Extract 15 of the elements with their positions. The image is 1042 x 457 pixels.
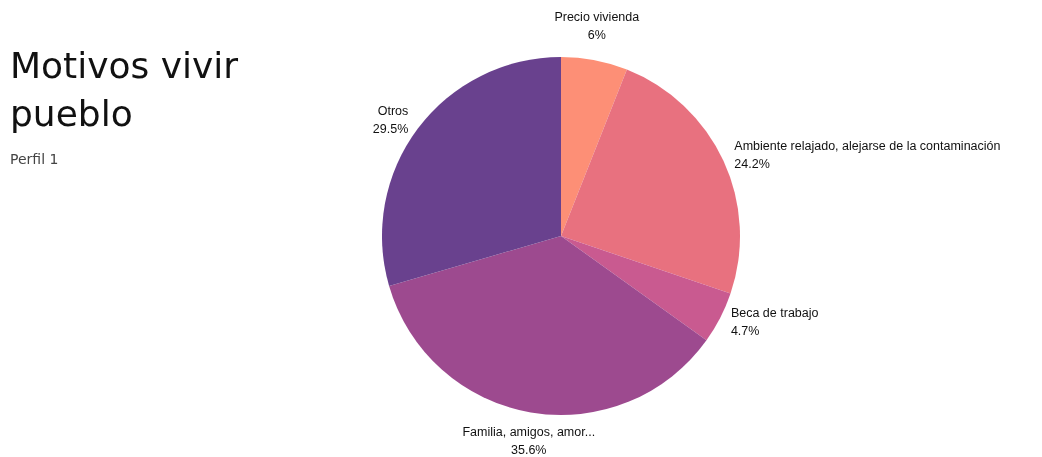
slice-label: Otros [377, 104, 409, 119]
text: Motivos vivir pueblo [10, 45, 239, 134]
pie-slice [561, 57, 627, 236]
pie-slice [561, 236, 731, 341]
data-label: 4.7% [730, 324, 760, 339]
slice-label: Familia, amigos, amor... [462, 425, 596, 439]
data-label: 6% [587, 28, 606, 42]
data-label: 29.5% [372, 122, 409, 137]
slice-label: Precio vivienda [554, 10, 640, 24]
slice-label: Beca de trabajo [730, 306, 819, 321]
text: Perfil 1 [10, 151, 59, 167]
data-label: 35.6% [511, 443, 547, 457]
data-label: 24.2% [734, 156, 770, 171]
pie-slice [389, 236, 707, 415]
slice-label: Ambiente relajado, alejarse de la contaminación [734, 138, 1001, 153]
